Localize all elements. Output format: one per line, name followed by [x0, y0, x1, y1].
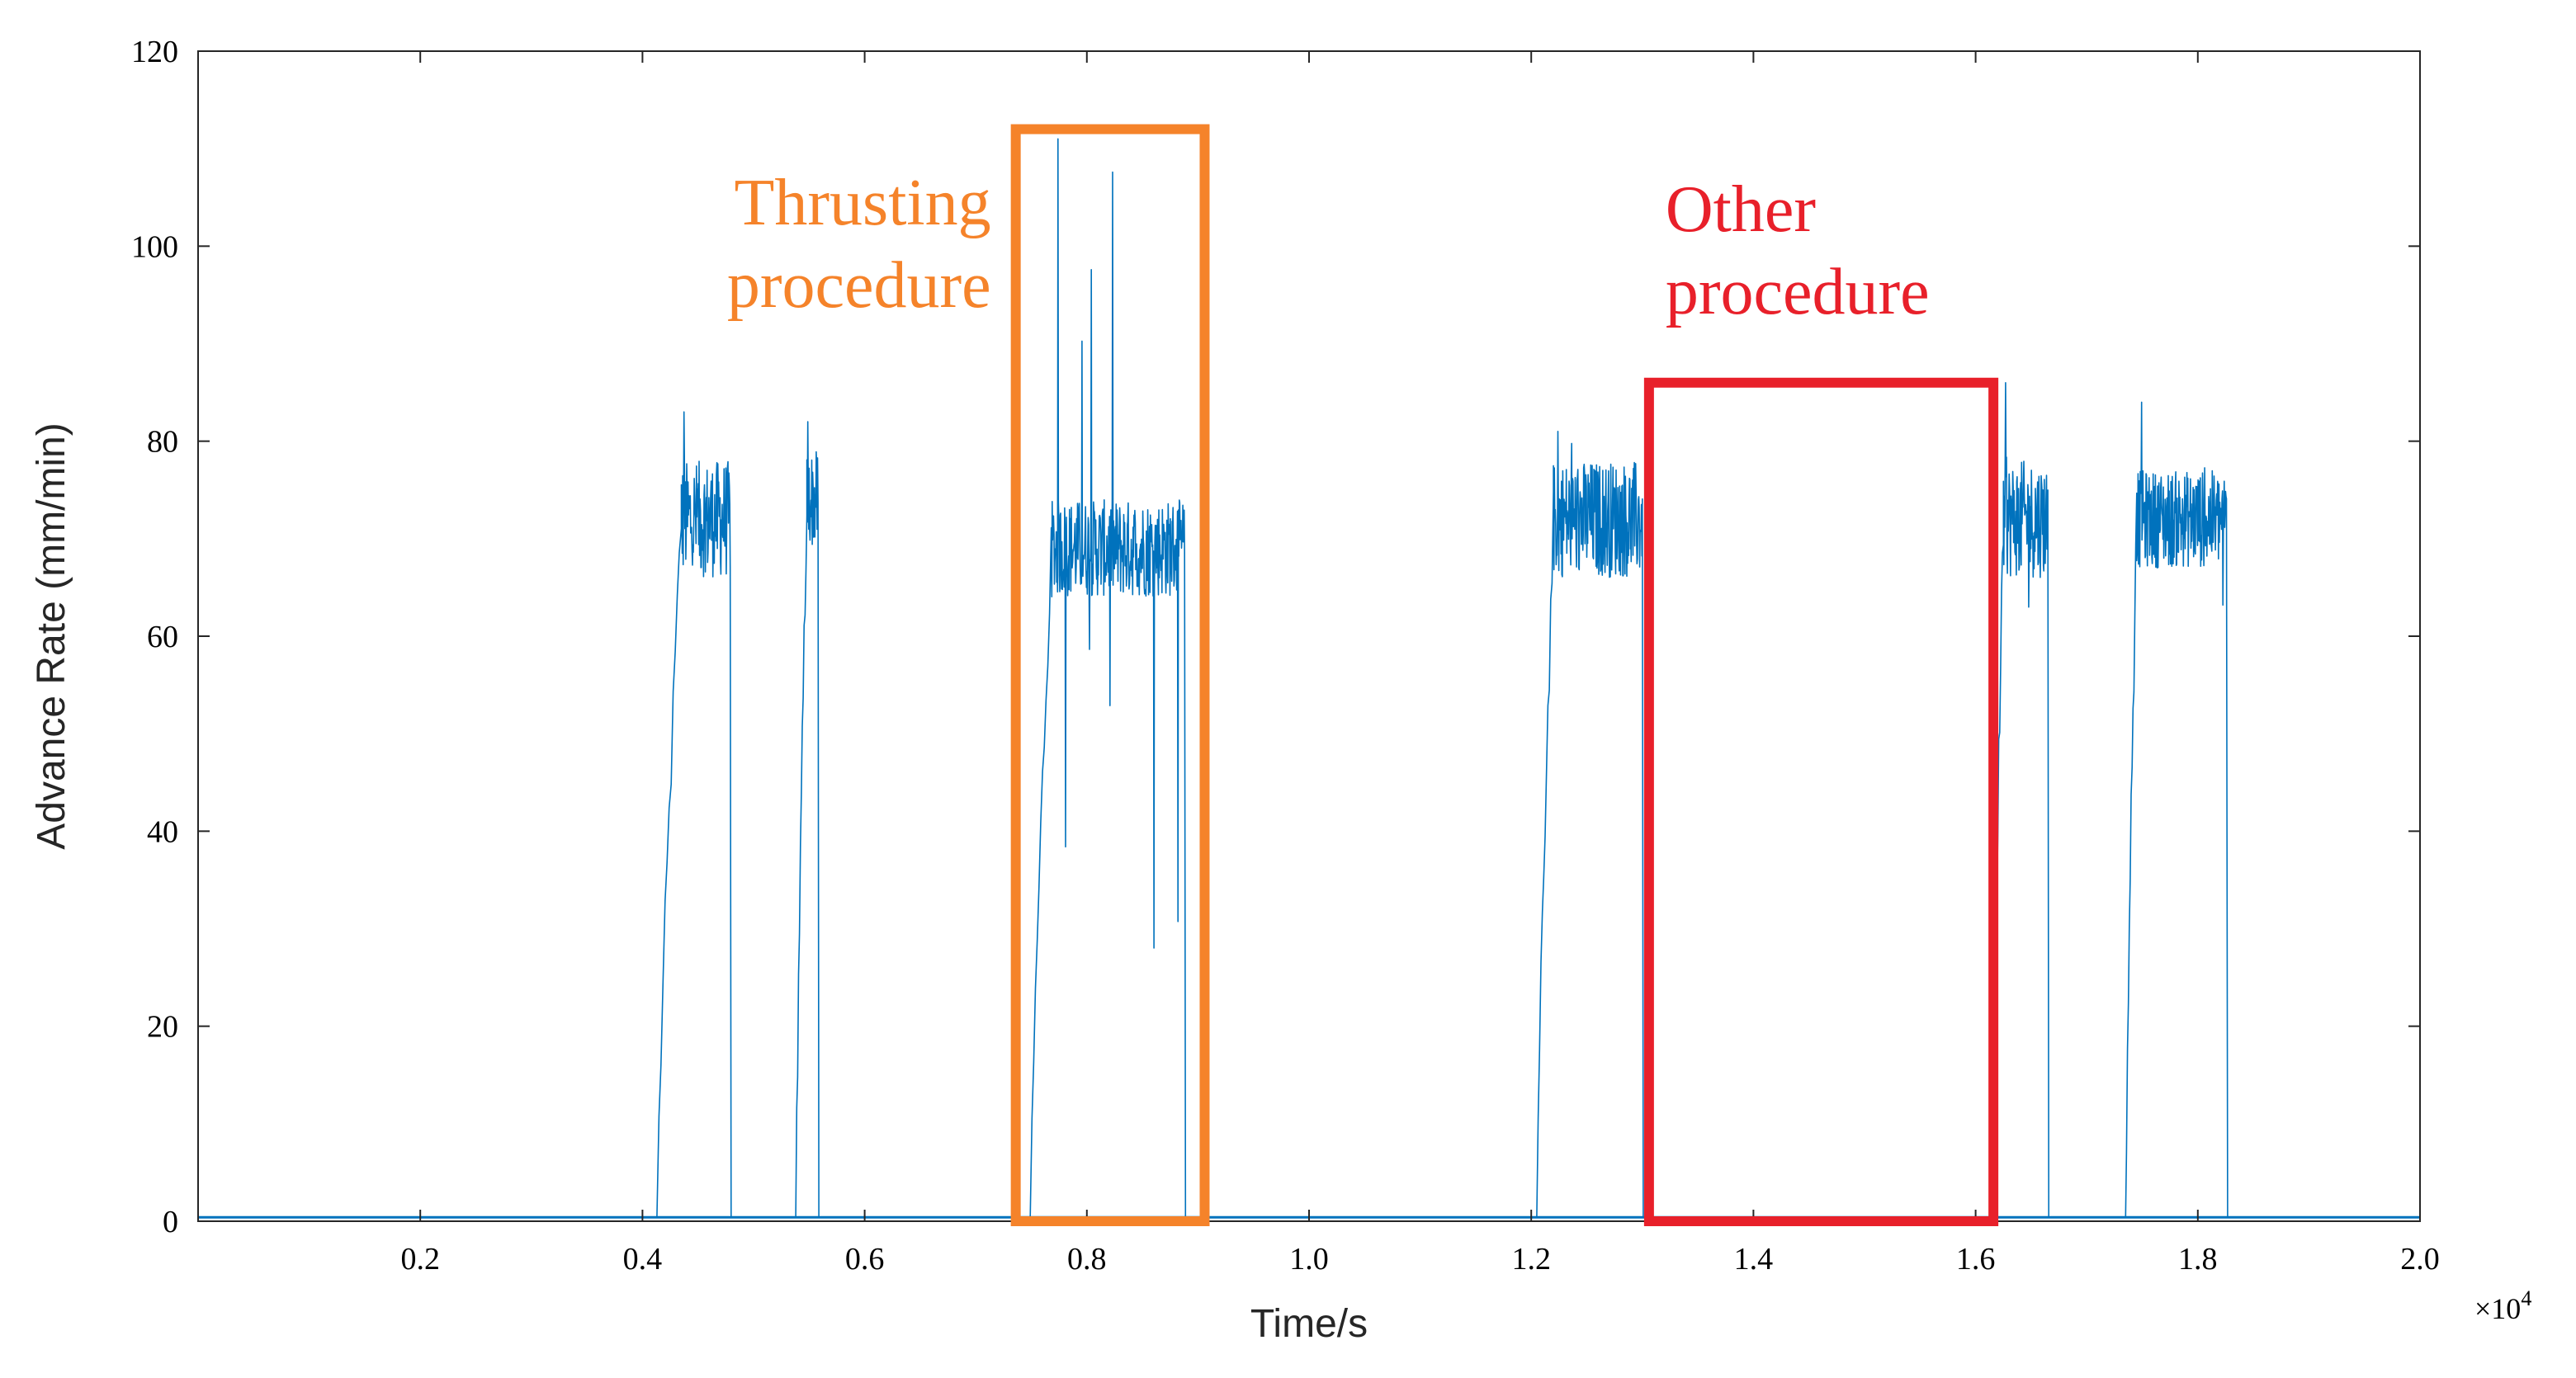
x-axis-label: Time/s — [1250, 1302, 1368, 1346]
x-axis-exponent: ×104 — [2474, 1286, 2531, 1325]
annotation-box — [1643, 377, 1999, 1226]
ticks-layer: 0.2 0.4 0.6 0.8 1.0 1.2 1.4 1.6 1.8 2.0 0 20 40 60 80 1… — [131, 35, 2440, 1277]
annotation-label-line2: procedure — [1666, 256, 1930, 328]
annotation-layer: Thrusting procedure Other procedure — [727, 124, 1999, 1227]
x-exponent-power: 4 — [2521, 1286, 2531, 1310]
y-tick-label: 40 — [147, 814, 178, 849]
y-tick-label: 120 — [131, 35, 178, 69]
x-tick-label: 1.4 — [1734, 1242, 1774, 1277]
x-exponent-base: ×10 — [2474, 1292, 2521, 1325]
series-segment — [795, 421, 820, 1218]
x-tick-label: 1.0 — [1289, 1242, 1329, 1277]
x-tick-label: 1.2 — [1511, 1242, 1551, 1277]
x-tick-label: 0.8 — [1067, 1242, 1107, 1277]
y-tick-label: 60 — [147, 620, 178, 654]
x-tick-label: 0.2 — [400, 1242, 440, 1277]
y-tick-label: 100 — [131, 229, 178, 264]
annotation-label-line1: Thrusting — [735, 167, 991, 239]
x-tick-label: 0.4 — [623, 1242, 663, 1277]
x-tick-label: 1.8 — [2178, 1242, 2218, 1277]
annotation-label-line2: procedure — [727, 249, 991, 322]
y-axis-label: Advance Rate (mm/min) — [30, 422, 73, 849]
series-segment — [1992, 382, 2049, 1218]
x-tick-label: 1.6 — [1956, 1242, 1996, 1277]
series-segment — [1536, 431, 1644, 1218]
y-tick-label: 0 — [163, 1205, 178, 1239]
series-segment — [2125, 401, 2229, 1218]
series-segment — [1029, 138, 1187, 1218]
x-tick-label: 2.0 — [2400, 1242, 2440, 1277]
series-segment — [656, 411, 732, 1218]
annotation-label-line1: Other — [1666, 173, 1816, 246]
x-tick-label: 0.6 — [845, 1242, 885, 1277]
y-tick-label: 20 — [147, 1010, 178, 1045]
y-tick-label: 80 — [147, 425, 178, 460]
annotation-box — [1010, 124, 1210, 1227]
